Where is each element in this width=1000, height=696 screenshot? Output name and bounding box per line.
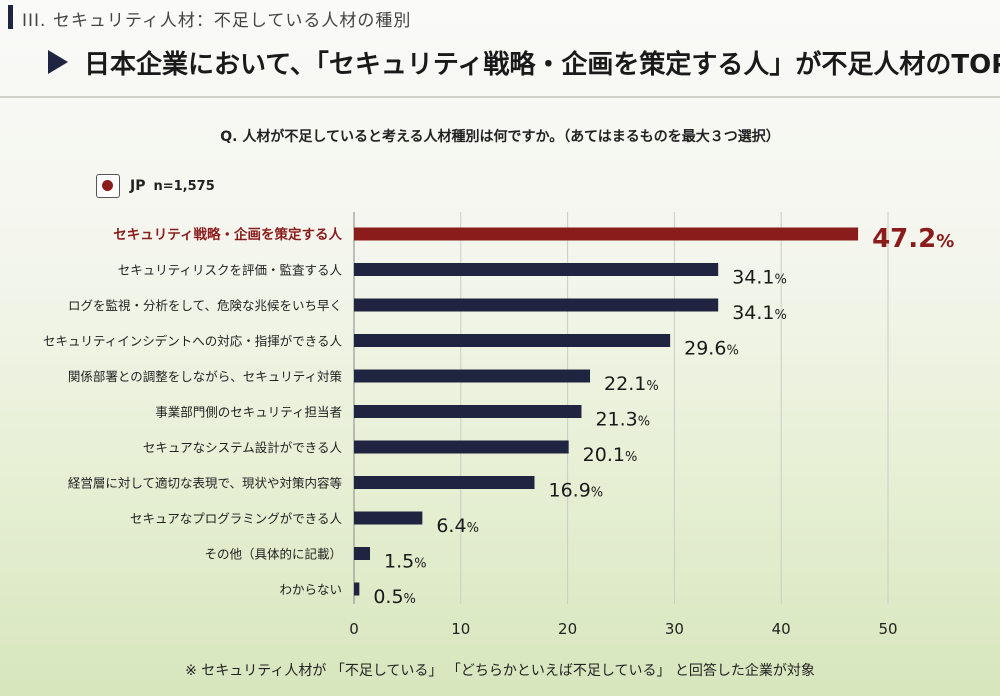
page-title: 日本企業において、「セキュリティ戦略・企画を策定する人」が不足人材のTOP — [84, 50, 1000, 80]
legend: JP n=1,575 — [96, 173, 215, 199]
bar — [354, 334, 671, 347]
category-label: 経営層に対して適切な表現で、現状や対策内容等 — [68, 476, 342, 491]
data-label: 22.1% — [604, 373, 659, 395]
section-accent-bar — [8, 5, 13, 29]
footnote: ※ セキュリティ人材が 「不足している」 「どちらかといえば不足している」 と回… — [185, 663, 815, 679]
data-label: 47.2% — [872, 224, 954, 254]
survey-question: Q. 人材が不足していると考える人材種別は何ですか。（あてはまるものを最大３つ選… — [220, 129, 780, 145]
category-label: セキュアなプログラミングができる人 — [130, 511, 343, 526]
data-label: 0.5% — [373, 586, 416, 608]
category-label: 事業部門側のセキュリティ担当者 — [155, 405, 342, 420]
title-arrow-icon — [48, 50, 68, 74]
x-tick-label: 40 — [772, 620, 791, 638]
header-divider — [0, 96, 1000, 98]
data-label: 6.4% — [436, 515, 479, 537]
category-label: セキュリティリスクを評価・監査する人 — [118, 263, 343, 278]
bar — [354, 582, 360, 596]
category-label: わからない — [279, 582, 342, 597]
x-tick-label: 10 — [451, 620, 470, 638]
data-label: 21.3% — [595, 409, 650, 431]
category-label: セキュリティ戦略・企画を策定する人 — [113, 226, 342, 243]
legend-sample-size: n=1,575 — [153, 178, 215, 194]
bar — [354, 369, 591, 383]
category-label: 関係部署との調整をしながら、セキュリティ対策 — [68, 369, 343, 384]
bar — [354, 440, 569, 454]
data-label: 34.1% — [732, 302, 787, 324]
x-tick-label: 50 — [878, 620, 897, 638]
x-tick-label: 30 — [665, 620, 684, 638]
category-label: ログを監視・分析をして、危険な兆候をいち早く — [68, 298, 342, 313]
x-tick-label: 20 — [558, 620, 577, 638]
section-label: III. セキュリティ人材：不足している人材の種別 — [22, 11, 412, 31]
category-label: その他（具体的に記載） — [204, 547, 342, 562]
bar — [354, 476, 535, 489]
data-label: 29.6% — [684, 338, 739, 360]
bar — [354, 298, 719, 312]
bar — [354, 263, 719, 276]
data-label: 20.1% — [583, 444, 638, 466]
data-label: 34.1% — [732, 267, 787, 289]
section-header: III. セキュリティ人材：不足している人材の種別 — [0, 0, 1000, 36]
data-label: 1.5% — [384, 551, 427, 573]
bar — [354, 227, 859, 241]
bar — [354, 405, 582, 418]
bar — [354, 547, 371, 560]
category-label: セキュアなシステム設計ができる人 — [143, 440, 343, 455]
legend-label: JP — [130, 178, 146, 194]
japan-flag-icon — [96, 174, 120, 198]
bar — [354, 511, 423, 525]
data-label: 16.9% — [548, 480, 603, 502]
category-label: セキュリティインシデントへの対応・指揮ができる人 — [43, 334, 343, 349]
x-tick-label: 0 — [349, 620, 359, 638]
